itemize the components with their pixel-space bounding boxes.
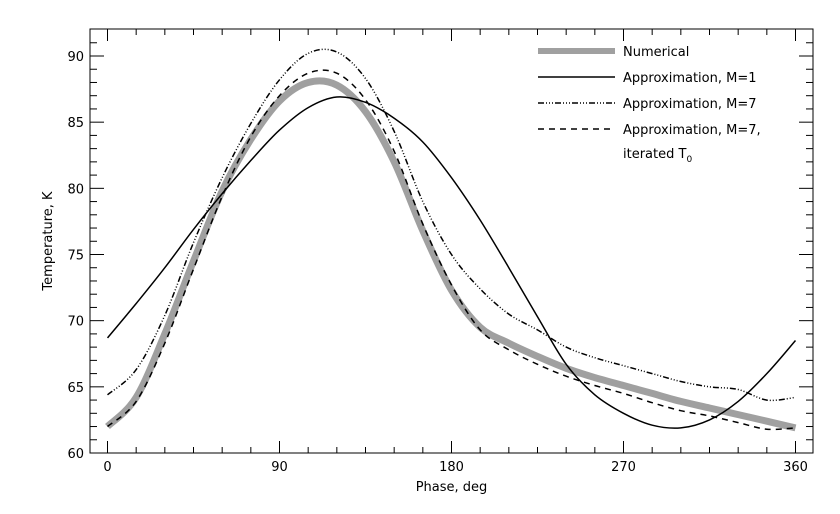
y-tick-label: 85 [67,116,84,131]
series-line-2 [107,48,796,402]
legend-label-subscript: 0 [686,155,692,165]
x-tick-label: 270 [611,460,636,475]
x-axis-label: Phase, deg [416,480,488,495]
ticks-layer [90,29,813,454]
series-line-1 [106,96,797,429]
y-tick-label: 75 [67,249,84,264]
x-tick-label: 90 [271,460,288,475]
legend-label-m1: Approximation, M=1 [623,71,757,86]
legend-label-iterated-text: iterated T [623,147,686,162]
legend-label-numerical: Numerical [623,45,689,60]
x-tick-label: 360 [783,460,808,475]
legend-label-m7: Approximation, M=7 [623,97,757,112]
y-tick-label: 70 [67,315,84,330]
tick-labels-layer: 0 90 180 270 360 60 65 70 75 80 85 90 [67,50,807,475]
legend-label-m7-iterated-line2: iterated T0 [623,147,692,165]
series-layer [105,48,797,432]
y-tick-label: 60 [67,447,84,462]
x-tick-label: 0 [103,460,111,475]
legend-label-m7-iterated: Approximation, M=7, [623,123,761,138]
y-tick-label: 80 [67,182,84,197]
y-tick-label: 65 [67,381,84,396]
y-axis-label: Temperature, K [41,191,56,292]
legend: Numerical Approximation, M=1 Approximati… [538,45,761,165]
y-tick-label: 90 [67,50,84,65]
series-line-3 [107,69,796,431]
x-tick-label: 180 [439,460,464,475]
